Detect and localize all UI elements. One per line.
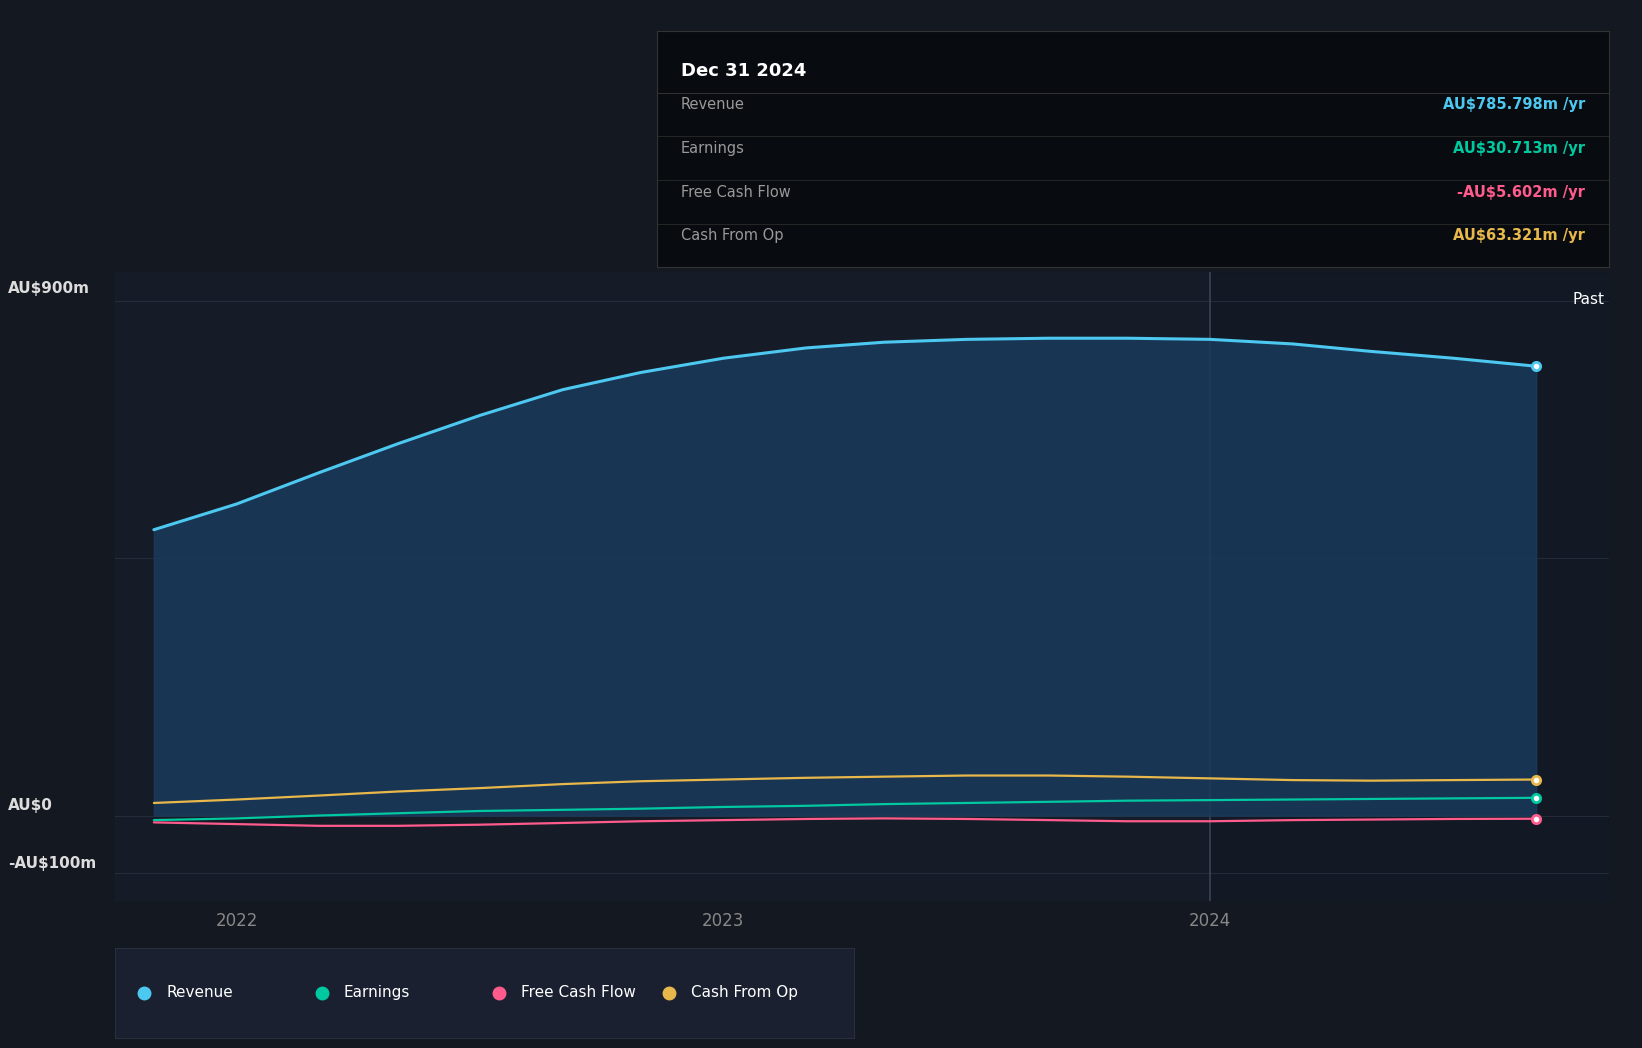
Text: AU$30.713m /yr: AU$30.713m /yr — [1453, 141, 1586, 156]
Text: AU$0: AU$0 — [8, 799, 53, 813]
Bar — [1210, 272, 1609, 901]
Text: Free Cash Flow: Free Cash Flow — [522, 985, 635, 1001]
Text: Free Cash Flow: Free Cash Flow — [681, 184, 790, 200]
Text: AU$63.321m /yr: AU$63.321m /yr — [1453, 228, 1586, 243]
Text: -AU$5.602m /yr: -AU$5.602m /yr — [1458, 184, 1586, 200]
Text: AU$900m: AU$900m — [8, 281, 90, 296]
Text: Dec 31 2024: Dec 31 2024 — [681, 62, 806, 80]
Text: Earnings: Earnings — [345, 985, 410, 1001]
Text: Cash From Op: Cash From Op — [691, 985, 798, 1001]
Text: Earnings: Earnings — [681, 141, 744, 156]
Text: Past: Past — [1573, 292, 1604, 307]
Text: Revenue: Revenue — [167, 985, 233, 1001]
Text: AU$785.798m /yr: AU$785.798m /yr — [1443, 97, 1586, 112]
Text: Cash From Op: Cash From Op — [681, 228, 783, 243]
Text: Revenue: Revenue — [681, 97, 744, 112]
Text: -AU$100m: -AU$100m — [8, 855, 97, 871]
